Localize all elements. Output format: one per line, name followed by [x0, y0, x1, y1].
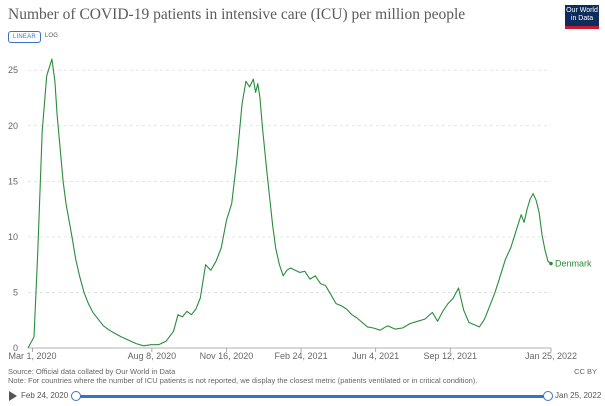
x-tick-label: Mar 1, 2020 [8, 351, 56, 361]
source-text: Source: Official data collated by Our Wo… [8, 367, 176, 376]
timeline-end-handle[interactable] [543, 391, 553, 401]
line-chart: 0 5 10 15 20 25 Mar 1, 2020 Aug 8, 2020 Nov 16, … [8, 58, 592, 361]
logo-line-1: Our World [566, 7, 598, 14]
play-icon[interactable] [9, 391, 17, 401]
timeline-start-label: Feb 24, 2020 [21, 391, 69, 400]
y-tick-label: 20 [8, 121, 18, 131]
owid-logo[interactable]: Our World in Data [565, 5, 599, 29]
y-tick-label: 0 [13, 343, 18, 353]
log-scale-button[interactable]: LOG [40, 31, 63, 43]
note-text: Note: For countries where the number of … [8, 376, 478, 385]
chart-title: Number of COVID-19 patients in intensive… [8, 6, 466, 23]
y-tick-label: 10 [8, 232, 18, 242]
linear-scale-button[interactable]: LINEAR [8, 31, 41, 43]
x-tick-label: Feb 24, 2021 [275, 351, 328, 361]
license-link[interactable]: CC BY [574, 367, 597, 376]
timeline-start-handle[interactable] [71, 391, 81, 401]
scale-toggle: LINEAR LOG [8, 31, 63, 43]
y-tick-label: 5 [13, 287, 18, 297]
series-end-point [549, 261, 553, 266]
timeline-track[interactable] [76, 395, 548, 398]
x-tick-label: Nov 16, 2020 [200, 351, 254, 361]
timeline: Feb 24, 2020 Jan 25, 2022 [0, 388, 605, 406]
series-label: Denmark [555, 259, 592, 269]
x-tick-label: Aug 8, 2020 [128, 351, 177, 361]
x-tick-label: Jun 4, 2021 [352, 351, 399, 361]
source-notes: Source: Official data collated by Our Wo… [8, 367, 477, 385]
logo-line-2: in Data [570, 15, 594, 22]
x-tick-label: Jan 25, 2022 [525, 351, 577, 361]
series-line-denmark [27, 58, 552, 349]
timeline-end-label: Jan 25, 2022 [555, 391, 602, 400]
x-tick-label: Sep 12, 2021 [423, 351, 477, 361]
y-tick-label: 15 [8, 176, 18, 186]
y-tick-label: 25 [8, 65, 18, 75]
